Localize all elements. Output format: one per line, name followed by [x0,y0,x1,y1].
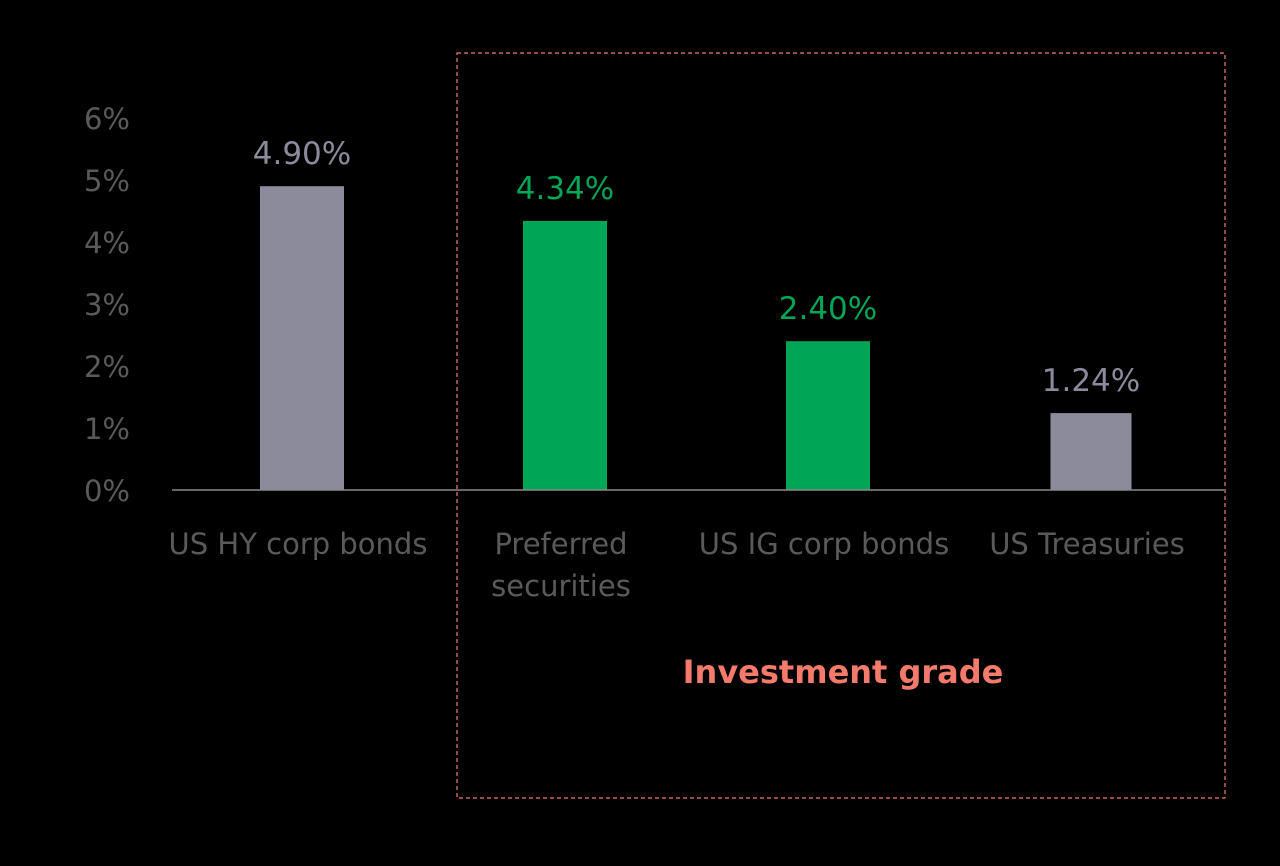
bar [260,186,344,490]
y-tick-label: 6% [84,102,130,136]
value-label: 2.40% [779,291,877,327]
investment-grade-box [456,52,1226,799]
category-label: US Treasuries [989,527,1185,561]
bar [786,341,870,490]
value-labels: 4.90% 4.34% 2.40% 1.24% [253,136,1140,399]
y-tick-label: 0% [84,474,130,508]
investment-grade-label: Investment grade [683,653,1004,691]
y-tick-label: 1% [84,412,130,446]
y-axis-ticks: 0% 1% 2% 3% 4% 5% 6% [84,102,130,508]
y-tick-label: 5% [84,164,130,198]
y-tick-label: 3% [84,288,130,322]
bar [523,220,607,491]
category-labels: US HY corp bonds Preferred securities US IG… [169,527,1185,603]
y-tick-label: 2% [84,350,130,384]
y-tick-label: 4% [84,226,130,260]
category-label: US IG corp bonds [699,527,949,561]
value-label: 4.90% [253,136,351,172]
bar [1050,413,1132,490]
category-label: US HY corp bonds [169,527,428,561]
value-label: 4.34% [516,171,614,207]
category-label: Preferred securities [491,527,631,603]
bars [260,186,1132,491]
value-label: 1.24% [1042,363,1140,399]
